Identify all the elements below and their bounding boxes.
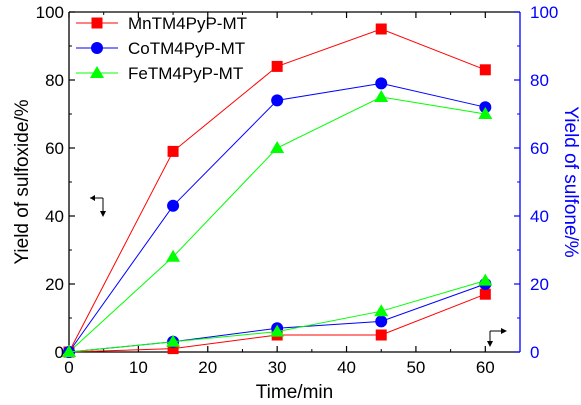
y-right-tick-label: 100	[530, 3, 558, 22]
data-point-square	[375, 329, 387, 341]
data-point-square	[479, 64, 491, 76]
data-point-square	[91, 17, 103, 29]
data-point-square	[479, 288, 491, 300]
y-right-tick-label: 0	[530, 343, 539, 362]
y-left-tick-label: 0	[55, 343, 64, 362]
x-tick-label: 20	[198, 358, 217, 377]
arrow-head	[90, 195, 95, 201]
data-point-triangle	[374, 304, 389, 317]
data-point-triangle	[478, 107, 493, 119]
right-axis-indicator-arrow	[487, 328, 507, 347]
legend-item: MnTM4PyP-MT	[76, 14, 247, 33]
data-point-triangle	[166, 334, 181, 347]
legend-item: FeTM4PyP-MT	[76, 64, 243, 83]
y-right-axis-title: Yield of sulfone/%	[560, 106, 581, 257]
legend-label: CoTM4PyP-MT	[128, 39, 245, 58]
legend: MnTM4PyP-MT CoTM4PyP-MT FeTM4PyP-MT	[76, 14, 247, 83]
x-tick-label: 0	[64, 358, 73, 377]
data-point-circle	[271, 94, 284, 107]
data-point-square	[271, 60, 283, 72]
data-point-circle	[375, 315, 388, 328]
x-tick-label: 30	[268, 358, 287, 377]
legend-label: MnTM4PyP-MT	[128, 14, 247, 33]
y-right-tick-label: 20	[530, 275, 549, 294]
series-line	[68, 283, 486, 353]
series-sulfone-fetm4pyp-mt	[62, 273, 493, 357]
left-axis-indicator-arrow	[90, 195, 106, 217]
series-layer	[62, 23, 493, 358]
series-line	[68, 96, 486, 353]
y-left-tick-label: 60	[45, 139, 64, 158]
arrow-head	[501, 328, 507, 334]
y-left-tick-label: 20	[45, 275, 64, 294]
legend-item: CoTM4PyP-MT	[76, 39, 245, 58]
y-right-tick-label: 40	[530, 207, 549, 226]
data-point-circle	[167, 199, 180, 212]
data-point-triangle	[166, 249, 181, 262]
data-point-square	[167, 145, 179, 157]
data-point-triangle	[478, 273, 493, 286]
x-tick-label: 50	[406, 358, 425, 377]
y-left-tick-label: 40	[45, 207, 64, 226]
y-right-tick-label: 80	[530, 71, 549, 90]
arrow-head	[100, 211, 106, 217]
y-right-tick-label: 60	[530, 139, 549, 158]
data-point-triangle	[90, 66, 104, 78]
data-point-circle	[375, 77, 388, 90]
data-point-triangle	[270, 141, 285, 153]
x-axis-title: Time/min	[256, 382, 333, 403]
y-left-tick-label: 100	[36, 3, 64, 22]
y-left-tick-label: 80	[45, 71, 64, 90]
data-point-triangle	[270, 324, 285, 337]
x-tick-label: 60	[476, 358, 495, 377]
series-line	[68, 82, 486, 353]
data-point-triangle	[374, 90, 389, 102]
x-tick-label: 10	[129, 358, 148, 377]
arrow-head	[487, 341, 493, 347]
series-line	[68, 280, 486, 353]
y-left-axis-title: Yield of sulfoxide/%	[12, 99, 33, 264]
data-point-triangle	[62, 345, 76, 357]
data-point-circle	[91, 42, 103, 54]
legend-label: FeTM4PyP-MT	[128, 64, 243, 83]
x-tick-label: 40	[337, 358, 356, 377]
axes: 0 10 20 30 40 50 60 0 20 40 60 80 100 0 20 40 60 80 100 Tim…	[12, 3, 581, 403]
data-point-square	[167, 343, 179, 355]
series-sulfoxide-cotm4pyp-mt	[63, 77, 492, 358]
axis-indicator-arrows	[90, 195, 507, 347]
data-point-square	[375, 23, 387, 35]
